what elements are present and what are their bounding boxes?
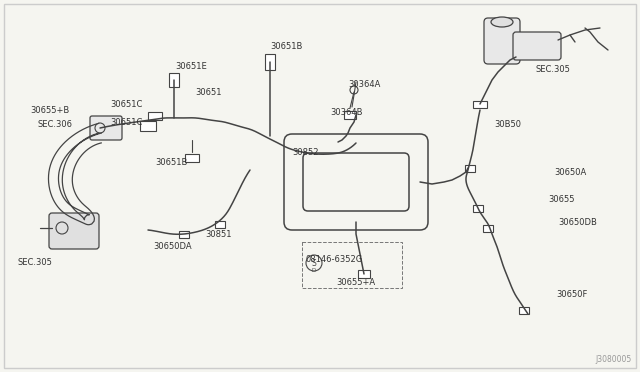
Text: S: S	[312, 259, 316, 267]
Text: D: D	[312, 269, 316, 273]
Text: 30655+B: 30655+B	[30, 106, 69, 115]
Text: 08146-6352G: 08146-6352G	[306, 255, 364, 264]
Text: 30651E: 30651E	[175, 62, 207, 71]
Text: 30B50: 30B50	[494, 120, 521, 129]
Text: 30651C: 30651C	[110, 118, 142, 127]
Bar	[140, 121, 156, 131]
Text: 30651C: 30651C	[110, 100, 142, 109]
Bar	[215, 221, 225, 228]
Text: 30651: 30651	[195, 88, 221, 97]
Bar	[473, 205, 483, 212]
Text: 30650DA: 30650DA	[153, 242, 191, 251]
Bar	[473, 100, 487, 108]
FancyBboxPatch shape	[484, 18, 520, 64]
Ellipse shape	[491, 17, 513, 27]
Text: 30651B: 30651B	[270, 42, 302, 51]
FancyBboxPatch shape	[90, 116, 122, 140]
Bar	[358, 270, 370, 278]
Bar	[519, 307, 529, 314]
Text: 30852: 30852	[292, 148, 319, 157]
Text: SEC.306: SEC.306	[38, 120, 73, 129]
Text: 30650DB: 30650DB	[558, 218, 597, 227]
Bar	[185, 154, 199, 162]
Text: 30655: 30655	[548, 195, 575, 204]
Text: 30364A: 30364A	[348, 80, 380, 89]
Text: 30650F: 30650F	[556, 290, 588, 299]
Text: 30655+A: 30655+A	[336, 278, 375, 287]
Bar	[169, 73, 179, 87]
Bar	[483, 224, 493, 231]
Bar	[265, 54, 275, 70]
FancyBboxPatch shape	[49, 213, 99, 249]
Bar	[148, 112, 162, 120]
Bar	[465, 164, 475, 171]
Text: SEC.305: SEC.305	[535, 65, 570, 74]
Text: J3080005: J3080005	[596, 355, 632, 364]
Text: 30650A: 30650A	[554, 168, 586, 177]
Bar	[179, 231, 189, 237]
Text: 30851: 30851	[205, 230, 232, 239]
Text: 30364B: 30364B	[330, 108, 362, 117]
Text: SEC.305: SEC.305	[18, 258, 53, 267]
Bar	[344, 111, 356, 119]
Text: 30651B: 30651B	[155, 158, 188, 167]
Bar	[302, 242, 402, 288]
FancyBboxPatch shape	[513, 32, 561, 60]
